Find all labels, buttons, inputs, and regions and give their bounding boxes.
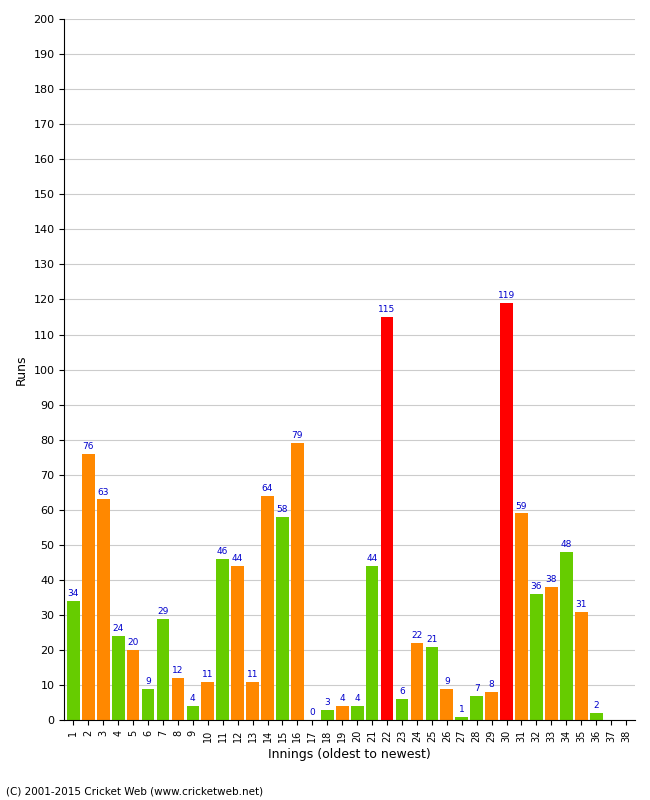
Text: 7: 7 bbox=[474, 684, 480, 693]
Text: 9: 9 bbox=[145, 677, 151, 686]
Bar bbox=[216, 559, 229, 720]
Bar bbox=[157, 618, 170, 720]
Bar bbox=[127, 650, 140, 720]
Bar bbox=[530, 594, 543, 720]
Text: 64: 64 bbox=[262, 484, 273, 493]
Y-axis label: Runs: Runs bbox=[15, 354, 28, 385]
Text: 115: 115 bbox=[378, 306, 396, 314]
Bar bbox=[142, 689, 155, 720]
Text: 48: 48 bbox=[560, 540, 572, 549]
Text: 24: 24 bbox=[112, 624, 124, 634]
Text: 3: 3 bbox=[324, 698, 330, 707]
Text: 11: 11 bbox=[202, 670, 214, 679]
Bar bbox=[590, 714, 603, 720]
Bar bbox=[411, 643, 423, 720]
Text: (C) 2001-2015 Cricket Web (www.cricketweb.net): (C) 2001-2015 Cricket Web (www.cricketwe… bbox=[6, 786, 264, 796]
Bar bbox=[575, 611, 588, 720]
Text: 29: 29 bbox=[157, 606, 169, 616]
Bar bbox=[381, 317, 393, 720]
Bar bbox=[172, 678, 184, 720]
Bar bbox=[112, 636, 125, 720]
Bar bbox=[545, 587, 558, 720]
Text: 76: 76 bbox=[83, 442, 94, 451]
Text: 0: 0 bbox=[309, 709, 315, 718]
Bar bbox=[261, 496, 274, 720]
Text: 46: 46 bbox=[217, 547, 228, 556]
Bar bbox=[202, 682, 214, 720]
X-axis label: Innings (oldest to newest): Innings (oldest to newest) bbox=[268, 748, 431, 761]
Bar bbox=[456, 717, 468, 720]
Text: 4: 4 bbox=[190, 694, 196, 703]
Text: 22: 22 bbox=[411, 631, 422, 640]
Text: 8: 8 bbox=[489, 680, 495, 690]
Bar bbox=[396, 699, 408, 720]
Bar bbox=[500, 303, 513, 720]
Text: 36: 36 bbox=[530, 582, 542, 591]
Bar bbox=[67, 601, 80, 720]
Text: 59: 59 bbox=[515, 502, 527, 510]
Bar bbox=[351, 706, 363, 720]
Text: 4: 4 bbox=[354, 694, 360, 703]
Bar bbox=[560, 552, 573, 720]
Bar bbox=[246, 682, 259, 720]
Text: 12: 12 bbox=[172, 666, 183, 675]
Text: 79: 79 bbox=[292, 431, 303, 441]
Bar bbox=[321, 710, 333, 720]
Text: 34: 34 bbox=[68, 590, 79, 598]
Text: 11: 11 bbox=[247, 670, 258, 679]
Text: 38: 38 bbox=[545, 575, 557, 584]
Text: 44: 44 bbox=[232, 554, 243, 563]
Bar bbox=[276, 517, 289, 720]
Text: 31: 31 bbox=[575, 600, 587, 609]
Text: 9: 9 bbox=[444, 677, 450, 686]
Bar bbox=[366, 566, 378, 720]
Text: 44: 44 bbox=[367, 554, 378, 563]
Bar bbox=[336, 706, 348, 720]
Bar bbox=[291, 443, 304, 720]
Bar bbox=[82, 454, 95, 720]
Text: 21: 21 bbox=[426, 634, 437, 644]
Text: 6: 6 bbox=[399, 687, 405, 696]
Bar bbox=[441, 689, 453, 720]
Bar bbox=[515, 514, 528, 720]
Text: 63: 63 bbox=[98, 487, 109, 497]
Text: 20: 20 bbox=[127, 638, 139, 647]
Bar bbox=[471, 696, 483, 720]
Text: 1: 1 bbox=[459, 705, 465, 714]
Text: 2: 2 bbox=[593, 702, 599, 710]
Text: 58: 58 bbox=[277, 505, 288, 514]
Text: 119: 119 bbox=[498, 291, 515, 300]
Bar bbox=[486, 692, 498, 720]
Bar bbox=[187, 706, 199, 720]
Bar bbox=[426, 646, 438, 720]
Bar bbox=[231, 566, 244, 720]
Text: 4: 4 bbox=[339, 694, 345, 703]
Bar bbox=[97, 499, 110, 720]
